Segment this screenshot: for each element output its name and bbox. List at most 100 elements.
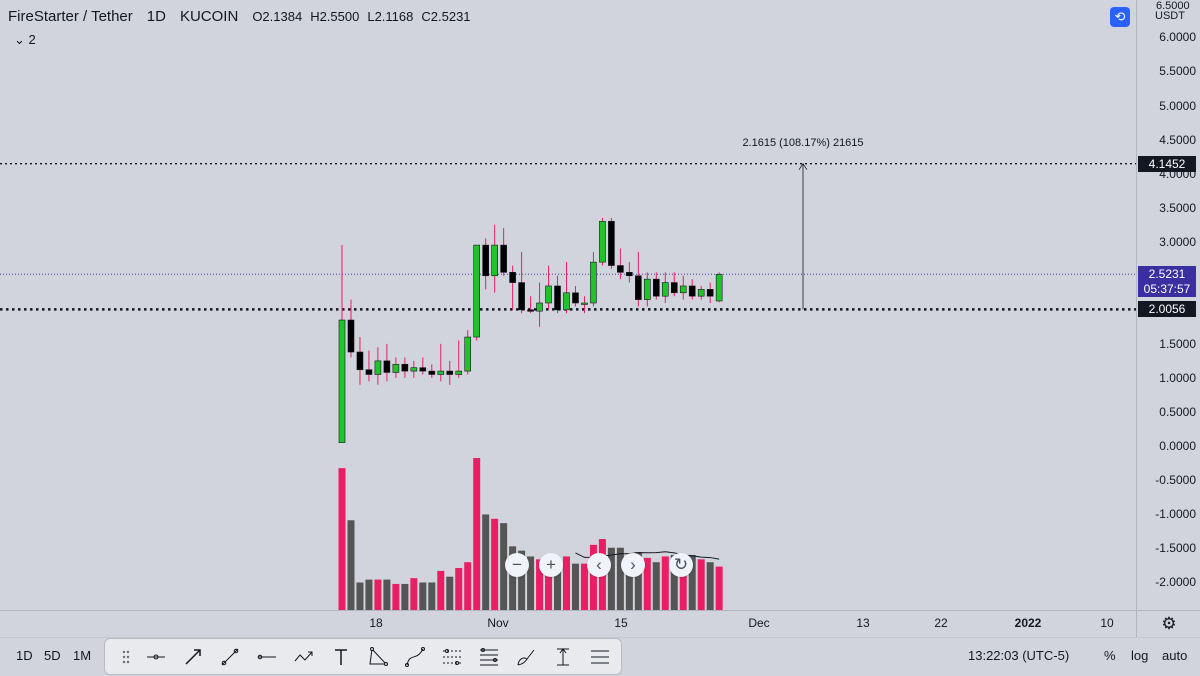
last-price-tag: 2.5231	[1138, 266, 1196, 283]
sync-icon[interactable]: ⟲	[1110, 7, 1130, 27]
candle	[482, 238, 489, 290]
candle-body	[428, 370, 436, 375]
price-range-icon[interactable]	[544, 643, 581, 671]
chevron-down-icon: ⌄	[14, 32, 25, 47]
path-icon[interactable]	[285, 643, 322, 671]
candle-body	[626, 272, 633, 277]
timeframe-1m[interactable]: 1M	[73, 648, 92, 663]
candle-body	[383, 360, 391, 373]
volume-bar	[338, 468, 346, 610]
symbol-legend: FireStarter / Tether 1D KUCOIN O2.1384 H…	[8, 8, 471, 25]
fib-retracement-icon[interactable]	[470, 643, 507, 671]
auto-toggle[interactable]: auto	[1162, 648, 1188, 663]
candle-body	[392, 363, 400, 373]
indicator-count: 2	[28, 32, 36, 47]
gann-box-icon[interactable]	[581, 643, 618, 671]
timeframe-5d[interactable]: 5D	[44, 648, 61, 663]
pitchfork-icon[interactable]	[433, 643, 470, 671]
reset-chart-button[interactable]: ↻	[669, 553, 693, 577]
symbol-name[interactable]: FireStarter / Tether	[8, 8, 133, 25]
interval-label[interactable]: 1D	[146, 8, 166, 25]
candle-body	[446, 370, 454, 375]
chevron-right-icon: ›	[630, 555, 636, 574]
drag-handle-icon[interactable]	[115, 643, 137, 671]
candle	[617, 248, 624, 280]
brush-icon[interactable]	[507, 643, 544, 671]
drawing-toolbar	[104, 638, 622, 675]
exchange-label: KUCOIN	[179, 8, 239, 25]
volume-bar	[643, 557, 651, 610]
volume-bar	[616, 547, 624, 610]
candle-body	[715, 274, 723, 302]
percent-toggle[interactable]: %	[1104, 648, 1116, 663]
candlestick-chart[interactable]: 2.1615 (108.17%) 21615	[0, 0, 1136, 610]
volume-bar	[688, 554, 696, 610]
log-toggle[interactable]: log	[1131, 648, 1149, 663]
volume-bar	[491, 518, 499, 610]
candle	[383, 343, 391, 382]
candle-body	[401, 363, 409, 372]
candle	[572, 285, 579, 307]
plus-icon: +	[546, 555, 556, 574]
volume-bar	[661, 556, 669, 610]
volume-bar	[554, 562, 562, 610]
volume-bar	[410, 578, 418, 610]
time-tick-label: 10	[1100, 616, 1114, 630]
arrow-line-icon[interactable]	[174, 643, 211, 671]
volume-bar	[446, 576, 454, 610]
volume-bar	[580, 563, 588, 610]
candle-body	[661, 282, 669, 297]
candle	[491, 224, 498, 293]
candle	[635, 251, 642, 307]
volume-bar	[482, 514, 490, 610]
candle-body	[688, 285, 696, 297]
candle-body	[509, 272, 516, 283]
scroll-left-button[interactable]: ‹	[587, 553, 611, 577]
candle	[545, 265, 552, 310]
clock-timezone[interactable]: 13:22:03 (UTC-5)	[968, 648, 1070, 663]
trend-line-icon[interactable]	[211, 643, 248, 671]
indicators-toggle[interactable]: ⌄ 2	[14, 32, 36, 48]
candle	[500, 228, 507, 276]
candle	[581, 296, 588, 314]
price-tick-label: 1.5000	[1159, 336, 1196, 351]
candle-body	[706, 289, 714, 297]
candle-body	[437, 370, 445, 375]
volume-bar	[437, 570, 445, 610]
timeframe-1d[interactable]: 1D	[16, 648, 33, 663]
scroll-right-button[interactable]: ›	[621, 553, 645, 577]
time-tick-label: 15	[614, 616, 628, 630]
close-value: C2.5231	[421, 9, 471, 24]
candle	[563, 262, 570, 314]
volume-bar	[527, 556, 535, 610]
candle	[455, 340, 463, 378]
volume-bar	[464, 562, 472, 610]
zoom-out-button[interactable]: −	[505, 553, 529, 577]
chart-pane[interactable]: 2.1615 (108.17%) 21615	[0, 0, 1136, 610]
volume-bar	[715, 566, 723, 610]
triangle-icon[interactable]	[359, 643, 396, 671]
horizontal-ray-icon[interactable]	[137, 643, 174, 671]
candle	[473, 244, 481, 341]
horizontal-line-icon[interactable]	[248, 643, 285, 671]
candle	[626, 262, 633, 283]
candle-body	[410, 367, 418, 372]
gear-icon[interactable]: ⚙	[1136, 610, 1200, 637]
price-tick-label: 1.0000	[1159, 370, 1196, 385]
countdown-tag: 05:37:57	[1138, 282, 1196, 298]
volume-bar	[571, 563, 579, 610]
zoom-in-button[interactable]: +	[539, 553, 563, 577]
candle-body	[500, 244, 507, 273]
text-icon[interactable]	[322, 643, 359, 671]
price-tick-label: 3.5000	[1159, 200, 1196, 215]
candle	[338, 245, 346, 443]
candle	[374, 347, 382, 385]
volume-bar	[670, 554, 678, 610]
time-axis[interactable]	[0, 610, 1136, 637]
candle	[554, 275, 561, 314]
candle	[590, 251, 597, 307]
candle	[527, 296, 534, 314]
candle-body	[670, 282, 678, 294]
curve-icon[interactable]	[396, 643, 433, 671]
volume-bar	[679, 557, 687, 610]
